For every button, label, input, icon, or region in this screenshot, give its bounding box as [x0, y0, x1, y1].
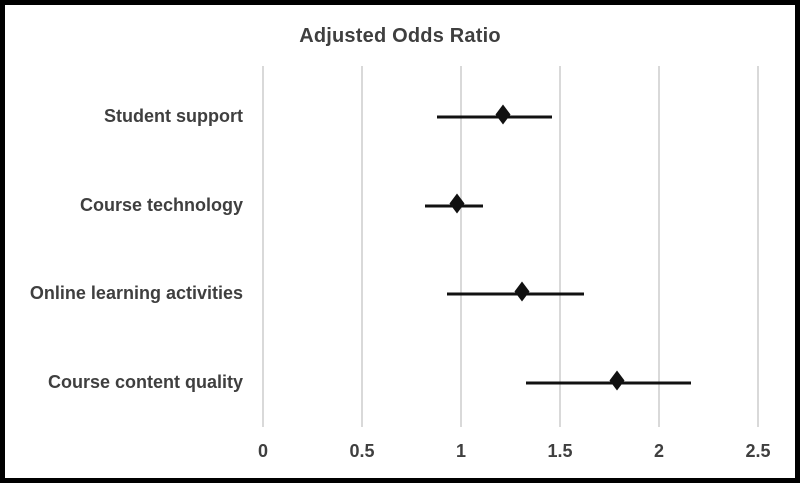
gridline — [757, 66, 759, 427]
plot-area: Student support Course technology Online l… — [5, 5, 795, 478]
chart-title: Adjusted Odds Ratio — [299, 25, 501, 47]
ci-error-bar — [526, 381, 691, 385]
x-tick-label: 1 — [455, 441, 466, 461]
ci-error-bar — [437, 115, 553, 119]
x-tick-label: 0 — [257, 441, 268, 461]
gridline — [559, 66, 561, 427]
category-label: Course technology — [79, 194, 243, 215]
gridline — [658, 66, 660, 427]
category-label: Course content quality — [47, 371, 243, 392]
x-tick-label: 1.5 — [547, 441, 573, 461]
odds-ratio-diamond-marker — [609, 370, 625, 395]
ci-error-bar — [447, 292, 584, 296]
category-label: Student support — [104, 106, 243, 127]
x-tick-label: 2.5 — [745, 441, 771, 461]
odds-ratio-diamond-marker — [495, 104, 511, 130]
gridline — [262, 66, 264, 427]
gridline — [361, 66, 363, 427]
gridline — [460, 66, 462, 427]
category-label: Online learning activities — [29, 283, 243, 304]
x-tick-label: 0.5 — [349, 441, 375, 461]
odds-ratio-diamond-marker — [449, 193, 465, 218]
x-tick-label: 2 — [653, 441, 664, 461]
odds-ratio-diamond-marker — [514, 281, 530, 307]
